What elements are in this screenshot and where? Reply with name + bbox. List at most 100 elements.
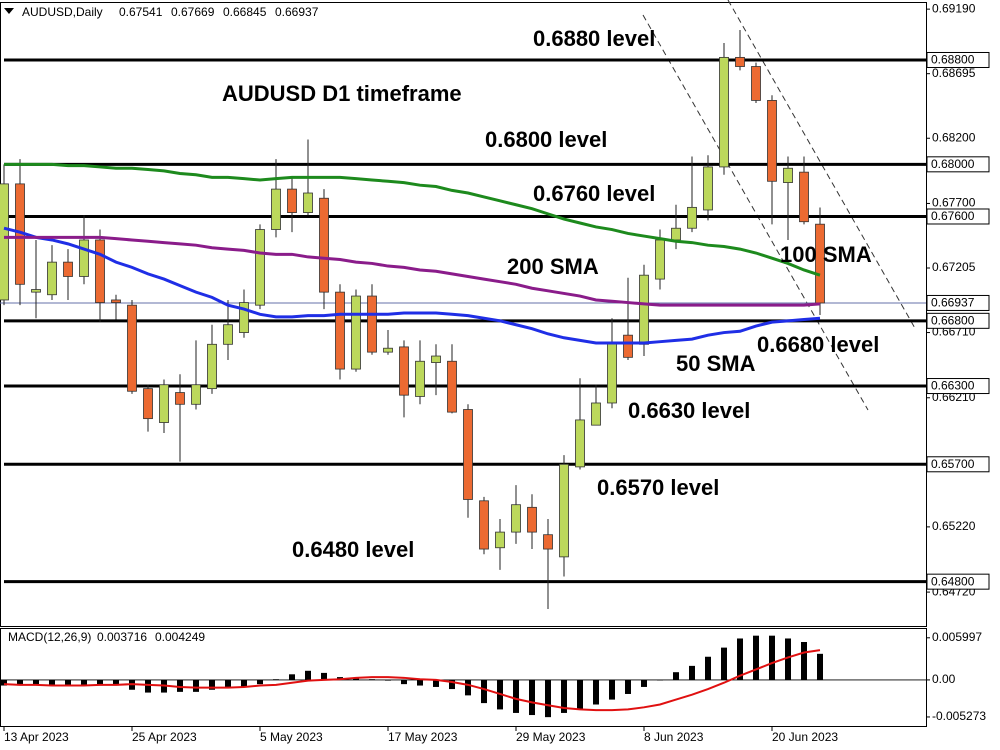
candle-body bbox=[543, 534, 553, 550]
candle-body bbox=[591, 402, 601, 426]
macd-bar bbox=[49, 679, 55, 685]
macd-bar bbox=[369, 679, 375, 680]
macd-bar bbox=[417, 679, 423, 686]
sma-label: 200 SMA bbox=[507, 254, 599, 279]
macd-bar bbox=[513, 679, 519, 713]
candle-body bbox=[319, 197, 329, 293]
candle-body bbox=[751, 66, 761, 101]
macd-bar bbox=[577, 679, 583, 710]
macd-bar bbox=[449, 679, 455, 690]
level-axis-label-box bbox=[926, 51, 990, 68]
channel-line bbox=[642, 14, 869, 411]
candle-body bbox=[783, 167, 793, 183]
macd-bar bbox=[785, 638, 791, 680]
macd-bar bbox=[705, 656, 711, 680]
macd-bar bbox=[257, 679, 263, 685]
macd-label: MACD(12,26,9) bbox=[8, 630, 91, 644]
macd-bar bbox=[481, 679, 487, 704]
sma-label: 100 SMA bbox=[780, 242, 872, 267]
macd-bar bbox=[737, 638, 743, 680]
y-tick-label: 0.67700 bbox=[932, 196, 976, 210]
menu-arrow[interactable] bbox=[4, 8, 14, 14]
candle-body bbox=[239, 302, 249, 333]
macd-bar bbox=[769, 635, 775, 680]
macd-signal-value: 0.004249 bbox=[155, 630, 205, 644]
candle-body bbox=[575, 419, 585, 468]
level-annotation: 0.6630 level bbox=[628, 398, 750, 423]
macd-bar bbox=[561, 679, 567, 713]
macd-bar bbox=[801, 641, 807, 680]
candle-body bbox=[79, 239, 89, 277]
candle-body bbox=[623, 334, 633, 358]
y-tick-label: 0.68200 bbox=[932, 130, 976, 144]
candle-body bbox=[335, 291, 345, 370]
macd-bar bbox=[97, 679, 103, 686]
level-axis-label: 0.68800 bbox=[931, 53, 975, 67]
macd-bar bbox=[225, 679, 231, 688]
level-axis-label-box bbox=[926, 573, 990, 590]
candle-body bbox=[671, 227, 681, 241]
sma-line bbox=[4, 162, 821, 277]
level-annotation: 0.6480 level bbox=[292, 537, 414, 562]
candle-body bbox=[207, 343, 217, 390]
candle-body bbox=[559, 463, 569, 558]
macd-bar bbox=[465, 679, 471, 696]
macd-bar bbox=[177, 679, 183, 692]
candle-body bbox=[719, 56, 729, 168]
macd-bar bbox=[65, 679, 71, 686]
macd-bar bbox=[17, 679, 23, 686]
y-tick-label: 0.69190 bbox=[932, 1, 976, 15]
level-axis-label-box bbox=[926, 312, 990, 329]
macd-bar bbox=[609, 679, 615, 700]
level-annotation: 0.6800 level bbox=[485, 127, 607, 152]
symbol: AUDUSD,Daily bbox=[22, 5, 103, 19]
candle-body bbox=[47, 261, 57, 296]
macd-bar bbox=[353, 677, 359, 680]
y-tick-label: 0.67205 bbox=[932, 260, 976, 274]
macd-value: 0.003716 bbox=[97, 630, 147, 644]
level-axis-label-box bbox=[926, 456, 990, 473]
macd-bar bbox=[641, 679, 647, 687]
candle-body bbox=[687, 206, 697, 229]
candle-body bbox=[0, 183, 9, 301]
x-tick-label: 25 Apr 2023 bbox=[132, 730, 197, 744]
level-axis-label-box bbox=[926, 378, 990, 395]
candle-body bbox=[95, 239, 105, 303]
candle-body bbox=[415, 360, 425, 397]
candle-body bbox=[351, 295, 361, 370]
level-axis-label-box bbox=[926, 208, 990, 225]
macd-bar bbox=[145, 679, 151, 693]
candle-body bbox=[111, 299, 121, 303]
candle-body bbox=[639, 274, 649, 345]
candle-body bbox=[479, 500, 489, 550]
level-axis-label: 0.65700 bbox=[931, 457, 975, 471]
candle-body bbox=[175, 392, 185, 405]
candle-body bbox=[31, 289, 41, 293]
macd-bar bbox=[1, 679, 7, 686]
candle-body bbox=[255, 229, 265, 306]
candle-body bbox=[287, 188, 297, 213]
candle-body bbox=[159, 384, 169, 423]
ohlc-open: 0.67541 bbox=[119, 5, 163, 19]
candle-body bbox=[703, 166, 713, 211]
level-axis-label-box bbox=[926, 156, 990, 173]
x-tick-label: 29 May 2023 bbox=[516, 730, 586, 744]
macd-bar bbox=[273, 679, 279, 680]
candle-body bbox=[127, 304, 137, 392]
macd-bar bbox=[33, 679, 39, 685]
x-tick-label: 5 May 2023 bbox=[260, 730, 323, 744]
candle-body bbox=[431, 355, 441, 363]
level-annotation: 0.6880 level bbox=[533, 26, 655, 51]
macd-bar bbox=[433, 679, 439, 687]
y-tick-label: 0.65220 bbox=[932, 519, 976, 533]
macd-panel bbox=[0, 628, 927, 727]
candle-body bbox=[367, 295, 377, 353]
candle-body bbox=[655, 239, 665, 280]
candle-body bbox=[223, 324, 233, 345]
macd-bar bbox=[401, 679, 407, 685]
x-tick-label: 17 May 2023 bbox=[388, 730, 458, 744]
macd-bar bbox=[305, 670, 311, 680]
candle-body bbox=[735, 56, 745, 67]
candle-body bbox=[63, 261, 73, 277]
